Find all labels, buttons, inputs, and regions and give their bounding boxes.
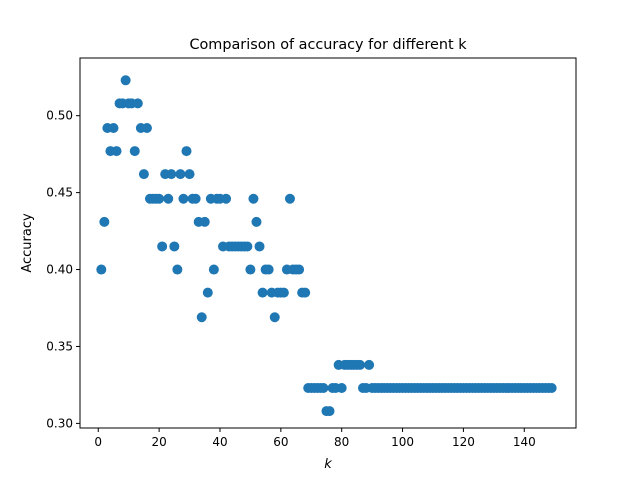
data-point [99,216,110,227]
data-point [221,193,232,204]
data-point [324,406,335,417]
data-point [129,146,140,157]
data-point [138,169,149,180]
x-tick-label: 100 [391,435,414,449]
data-point [257,287,268,298]
data-point [166,169,177,180]
data-point [178,193,189,204]
data-point [132,98,143,109]
plot-frame [79,57,577,429]
data-point [263,264,274,275]
x-tick-label: 80 [334,435,349,449]
data-point [318,383,329,393]
data-point [141,123,152,133]
x-tick-label: 0 [94,435,102,449]
y-tick-label: 0.50 [46,109,73,123]
x-tick-label: 40 [212,435,227,449]
data-point [108,123,119,133]
data-point [546,383,557,393]
data-point [254,241,265,252]
data-points [96,75,557,417]
data-point [120,75,131,86]
y-tick-label: 0.30 [46,416,73,430]
data-point [336,383,347,393]
data-point [169,241,180,252]
data-point [175,169,186,180]
data-point [184,169,195,180]
x-tick-label: 140 [513,435,536,449]
x-tick-label: 60 [273,435,288,449]
data-point [172,264,183,275]
data-point [251,216,262,227]
data-point [242,241,253,252]
data-point [157,241,168,252]
plot-area [80,58,576,428]
data-point [199,216,210,227]
data-point [294,264,305,275]
data-point [111,146,122,157]
x-axis-label: k [324,457,332,472]
data-point [300,287,311,298]
data-point [278,287,289,298]
data-point [208,264,219,275]
data-point [269,312,280,323]
data-point [245,264,256,275]
x-tick-label: 120 [452,435,475,449]
chart-title: Comparison of accuracy for different k [189,37,467,53]
data-point [284,193,295,204]
y-axis-label: Accuracy [20,213,35,273]
data-point [202,287,213,298]
x-tick-label: 20 [151,435,166,449]
y-tick-label: 0.40 [46,263,73,277]
x-axis-ticks: 0 20 40 60 80 100 120 140 [94,428,536,449]
data-point [354,359,365,370]
data-point [248,193,259,204]
y-tick-label: 0.45 [46,186,73,200]
data-point [96,264,107,275]
data-point [190,193,201,204]
data-point [364,359,375,370]
data-point [196,312,207,323]
y-axis-ticks: 0.30 0.35 0.40 0.45 0.50 [46,109,80,430]
y-tick-label: 0.35 [46,339,73,353]
data-point [181,146,192,157]
data-point [163,193,174,204]
data-point [154,193,165,204]
